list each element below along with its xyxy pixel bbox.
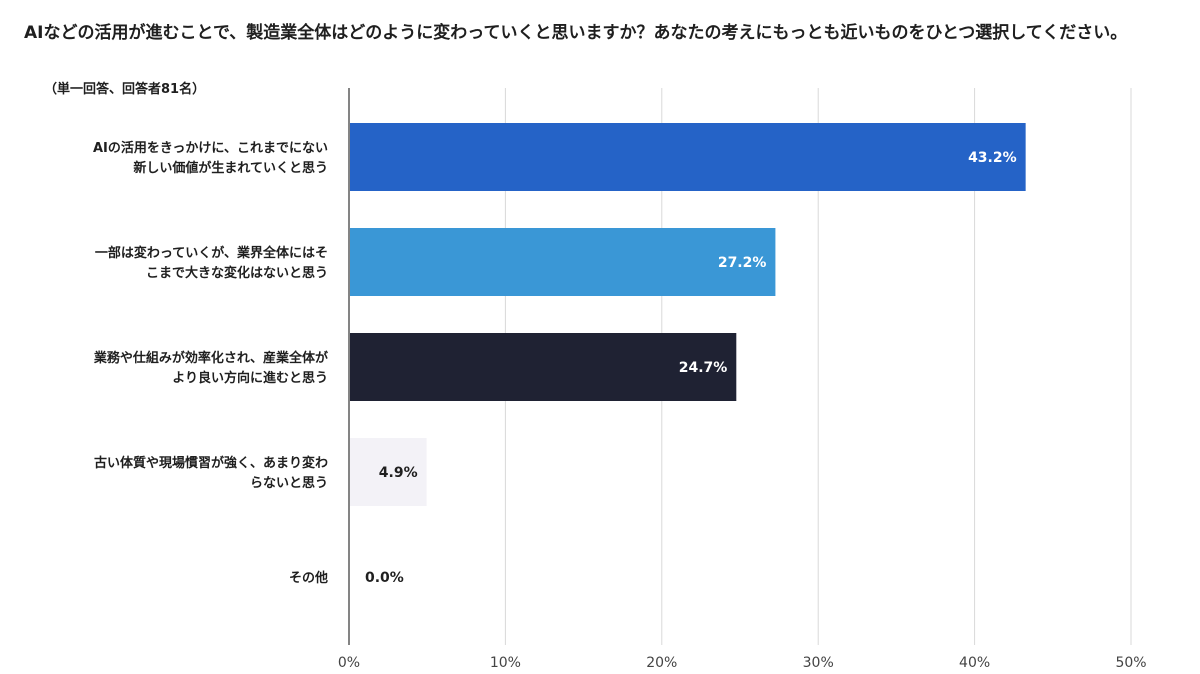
x-tick-label: 20% [646, 655, 677, 671]
category-label: らないと思う [250, 476, 328, 491]
category-label: AIの活用をきっかけに、これまでにない [93, 140, 328, 156]
value-label: 0.0% [365, 570, 404, 586]
category-label: 新しい価値が生まれていくと思う [133, 160, 328, 176]
value-label: 24.7% [679, 360, 728, 376]
value-label: 43.2% [968, 150, 1017, 166]
value-label: 4.9% [379, 465, 418, 481]
category-label: その他 [289, 570, 328, 586]
category-label: 一部は変わっていくが、業界全体にはそ [95, 245, 328, 261]
category-label: 古い体質や現場慣習が強く、あまり変わ [94, 455, 328, 471]
x-tick-label: 50% [1115, 655, 1146, 671]
x-tick-label: 30% [803, 655, 834, 671]
x-tick-label: 0% [338, 655, 360, 671]
x-tick-label: 10% [490, 655, 521, 671]
x-tick-label: 40% [959, 655, 990, 671]
bar [350, 228, 776, 296]
bar [350, 333, 737, 401]
category-label: 業務や仕組みが効率化され、産業全体が [93, 350, 328, 366]
category-label: こまで大きな変化はないと思う [146, 265, 328, 281]
category-label: より良い方向に進むと思う [172, 370, 328, 386]
chart-title: AIなどの活用が進むことで、製造業全体はどのように変わっていくと思いますか？あな… [24, 23, 1128, 43]
value-label: 27.2% [718, 255, 767, 271]
bar [350, 123, 1026, 191]
chart-subtitle: （単一回答、回答者81名） [44, 82, 206, 97]
bar [350, 438, 427, 506]
